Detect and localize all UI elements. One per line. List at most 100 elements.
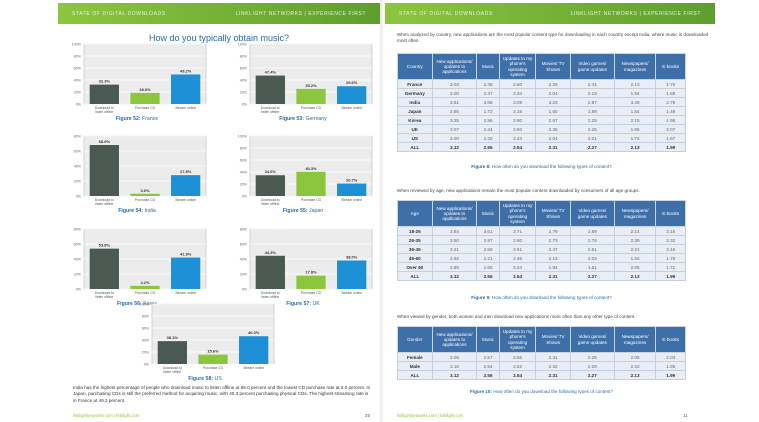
bar: [296, 88, 326, 104]
table-cell: 3.50: [431, 235, 478, 245]
bar-chart-japan: 0% 20% 40% 60% 80% 100% 34.6% Download to listen…: [228, 132, 378, 224]
figure-name: Japan: [309, 208, 324, 214]
footer-links[interactable]: linklightnetworks.com | linklight.com: [397, 413, 464, 418]
header-right-text: LINKLIGHT NETWORKS | EXPERIENCE FIRST: [570, 10, 701, 17]
x-tick-label: Stream online: [341, 106, 362, 110]
table-cell: 2.43: [498, 133, 537, 143]
table-cell: 2.73: [535, 235, 571, 245]
y-tick-label: 40%: [240, 79, 248, 83]
y-tick-label: 60%: [240, 243, 248, 247]
table-cell: 3.35: [431, 115, 478, 125]
table-cell: 3.12: [431, 142, 478, 152]
table-cell: 2.31: [535, 142, 571, 152]
table-cell: 1.67: [655, 133, 686, 143]
table-cell: 1.99: [655, 271, 686, 281]
y-tick-label: 60%: [74, 243, 82, 247]
column-header: Updates to my phone's operating system: [498, 53, 537, 80]
bar: [337, 183, 367, 196]
row-label: Korea: [397, 115, 433, 125]
data-label: 29.6%: [346, 80, 358, 85]
y-tick-label: 40%: [74, 165, 82, 169]
figure-8-caption: Figure 8: How often do you download the …: [397, 164, 686, 169]
x-tick-label: Purchase CD: [135, 198, 156, 202]
table-cell: 1.95: [655, 361, 686, 371]
x-tick-label: Download to: [261, 198, 280, 202]
bar: [157, 341, 187, 364]
table-cell: 2.24: [498, 262, 537, 272]
bar: [89, 145, 119, 196]
figure-number: Figure 55:: [282, 208, 310, 214]
data-label: 53.8%: [99, 243, 111, 248]
table-row: India 3.51 3.68 3.08 3.23 2.87 3.48 2.79: [397, 97, 686, 107]
data-label: 49.2%: [180, 68, 192, 73]
table-cell: 2.58: [476, 244, 500, 254]
row-label: UK: [397, 124, 433, 134]
footer-links[interactable]: linklightnetworks.com | linklight.com: [73, 413, 140, 418]
table-cell: 1.84: [535, 262, 571, 272]
table-cell: 3.07: [431, 124, 478, 134]
table-cell: 2.54: [498, 142, 537, 152]
figure-number: Figure 53:: [279, 116, 306, 122]
table-cell: 2.31: [535, 271, 571, 281]
figure-caption: Figure 54: India: [62, 208, 212, 214]
figure-number: Figure 58:: [188, 376, 215, 382]
table-cell: 2.05: [613, 352, 657, 362]
table-cell: 2.21: [476, 253, 500, 263]
row-label: India: [397, 97, 433, 107]
x-tick-label: Stream online: [175, 291, 196, 295]
table-cell: 2.48: [476, 79, 500, 89]
table-cell: 3.61: [476, 226, 500, 236]
age-intro: When reviewed by age, new applications r…: [397, 188, 640, 193]
table-header-row: Age New applications/ updates to applicat…: [397, 200, 686, 227]
bar-chart-korea: 0% 20% 40% 60% 80% 53.8% Download to listen off…: [62, 225, 212, 317]
table-row: France 3.03 2.48 2.60 2.26 2.41 2.13 1.76: [397, 79, 686, 89]
table-cell: 3.64: [431, 226, 478, 236]
bar-chart-us: 0% 20% 40% 60% 80% 100% 38.1% Download to listen…: [130, 300, 280, 392]
column-header: Movies/ TV Shows: [535, 326, 571, 353]
data-label: 20.7%: [346, 178, 358, 183]
table-cell: 2.85: [431, 106, 478, 116]
chart-svg: 0% 20% 40% 60% 80% 100% 38.1% Download tolisten…: [140, 303, 275, 374]
gender-intro: When viewed by gender, both women and me…: [397, 314, 636, 319]
row-label: Over 60: [397, 262, 433, 272]
table-row: Male 3.16 2.54 2.52 2.32 2.28 2.22 1.95: [397, 361, 686, 371]
column-header: Video games/ game updates: [569, 53, 615, 80]
chart-svg: 0% 20% 40% 60% 80% 100% 34.6% Download tolisten…: [238, 135, 373, 206]
table-cell: 2.28: [569, 361, 615, 371]
row-label: ALL: [397, 370, 433, 380]
bar-chart-france: 0% 20% 40% 60% 80% 100% 32.3% Download to listen…: [62, 40, 212, 132]
table-cell: 1.76: [655, 79, 686, 89]
table-cell: 2.34: [498, 88, 537, 98]
column-header: Newspapers/ magazines: [613, 53, 657, 80]
column-header: Video games/ game updates: [569, 200, 615, 227]
table-cell: 2.13: [613, 271, 657, 281]
column-header: E-books: [655, 326, 686, 353]
table-cell: 2.31: [535, 370, 571, 380]
table-cell: 2.21: [613, 244, 657, 254]
table-cell: 2.03: [655, 352, 686, 362]
bar: [337, 86, 367, 104]
table-cell: 1.66: [476, 262, 500, 272]
table-cell: 2.67: [535, 115, 571, 125]
column-header: Country: [397, 53, 433, 80]
row-label: ALL: [397, 271, 433, 281]
y-tick-label: 0%: [144, 363, 150, 367]
table-cell: 2.13: [613, 79, 657, 89]
figure-caption: Figure 57: UK: [228, 301, 378, 307]
data-label: 38.1%: [167, 335, 179, 340]
table-cell: 2.61: [498, 244, 537, 254]
table-cell: 2.47: [535, 244, 571, 254]
table-cell: 1.60: [535, 106, 571, 116]
table-cell: 3.48: [613, 97, 657, 107]
table-cell: 2.25: [569, 124, 615, 134]
column-header: E-books: [655, 200, 686, 227]
table-cell: 2.14: [613, 226, 657, 236]
figure-caption: Figure 56: Korea: [62, 301, 212, 307]
table-cell: 2.41: [569, 79, 615, 89]
bar: [337, 260, 367, 289]
bar: [130, 193, 160, 196]
table-row: 18-25 3.64 3.61 2.71 2.79 2.89 2.14 2.16: [397, 226, 686, 236]
data-label: 25.2%: [305, 83, 317, 88]
table-cell: 1.72: [613, 133, 657, 143]
